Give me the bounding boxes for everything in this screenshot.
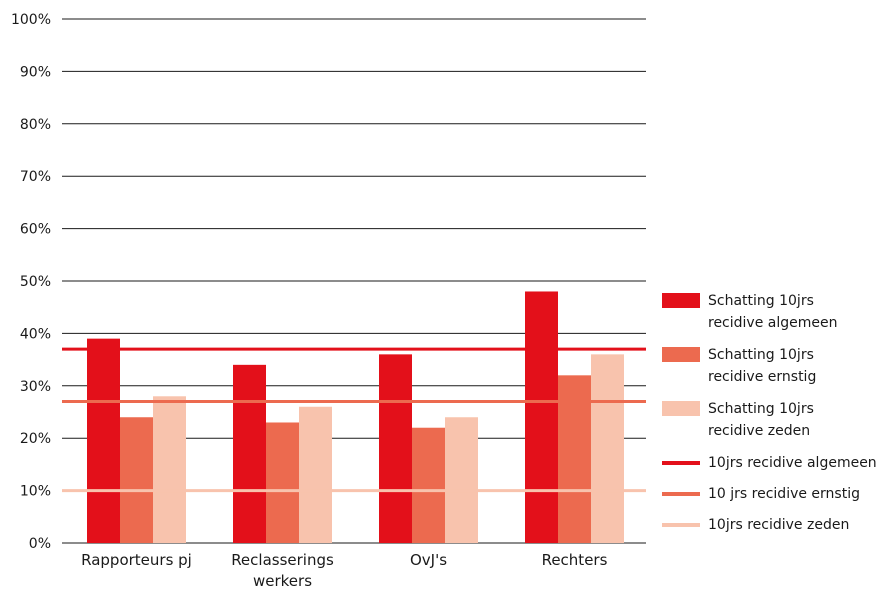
legend-line-swatch-zeden (662, 523, 700, 527)
x-category-label: OvJ's (410, 551, 447, 569)
y-tick-label: 90% (20, 64, 51, 80)
bar (153, 396, 186, 543)
bar (445, 417, 478, 543)
legend-item-line-zeden: 10jrs recidive zeden (662, 514, 887, 545)
bar (558, 375, 591, 543)
legend-item-line-algemeen: 10jrs recidive algemeen (662, 452, 887, 483)
legend-swatch-schatting-ernstig (662, 347, 700, 362)
y-tick-label: 50% (20, 274, 51, 290)
y-tick-label: 70% (20, 169, 51, 185)
legend-item-schatting-ernstig: Schatting 10jrs recidive ernstig (662, 344, 887, 398)
y-tick-label: 80% (20, 117, 51, 133)
y-tick-label: 40% (20, 326, 51, 342)
legend-line-label: 10jrs recidive zeden (708, 517, 850, 533)
y-tick-label: 20% (20, 431, 51, 447)
x-category-label: werkers (253, 572, 312, 589)
y-tick-label: 100% (11, 12, 51, 28)
bar (525, 291, 558, 543)
bar (120, 417, 153, 543)
legend-label-line1: Schatting 10jrs (708, 293, 814, 309)
bar (379, 354, 412, 543)
bar (266, 422, 299, 543)
y-tick-label: 10% (20, 484, 51, 500)
legend-item-schatting-algemeen: Schatting 10jrs recidive algemeen (662, 290, 887, 344)
x-category-label: Reclasserings (231, 551, 334, 569)
legend-label-line1: Schatting 10jrs (708, 401, 814, 417)
x-category-label: Rechters (542, 551, 608, 569)
legend-item-schatting-zeden: Schatting 10jrs recidive zeden (662, 398, 887, 452)
legend-label-line2: recidive ernstig (708, 369, 817, 385)
legend-item-line-ernstig: 10 jrs recidive ernstig (662, 483, 887, 514)
y-tick-label: 60% (20, 222, 51, 238)
bar (87, 338, 120, 543)
legend-swatch-schatting-zeden (662, 401, 700, 416)
bar (299, 406, 332, 543)
y-tick-label: 30% (20, 379, 51, 395)
legend-line-swatch-algemeen (662, 461, 700, 465)
legend-line-label: 10 jrs recidive ernstig (708, 486, 860, 502)
legend-line-swatch-ernstig (662, 492, 700, 496)
legend-line-label: 10jrs recidive algemeen (708, 455, 877, 471)
legend-swatch-schatting-algemeen (662, 293, 700, 308)
x-category-label: Rapporteurs pj (81, 551, 192, 569)
legend-label-line1: Schatting 10jrs (708, 347, 814, 363)
bar (412, 427, 445, 543)
bar (233, 364, 266, 543)
bar (591, 354, 624, 543)
y-tick-label: 0% (29, 536, 51, 552)
legend-label-line2: recidive algemeen (708, 315, 838, 331)
chart-legend: Schatting 10jrs recidive algemeen Schatti… (662, 290, 887, 545)
legend-label-line2: recidive zeden (708, 423, 811, 439)
